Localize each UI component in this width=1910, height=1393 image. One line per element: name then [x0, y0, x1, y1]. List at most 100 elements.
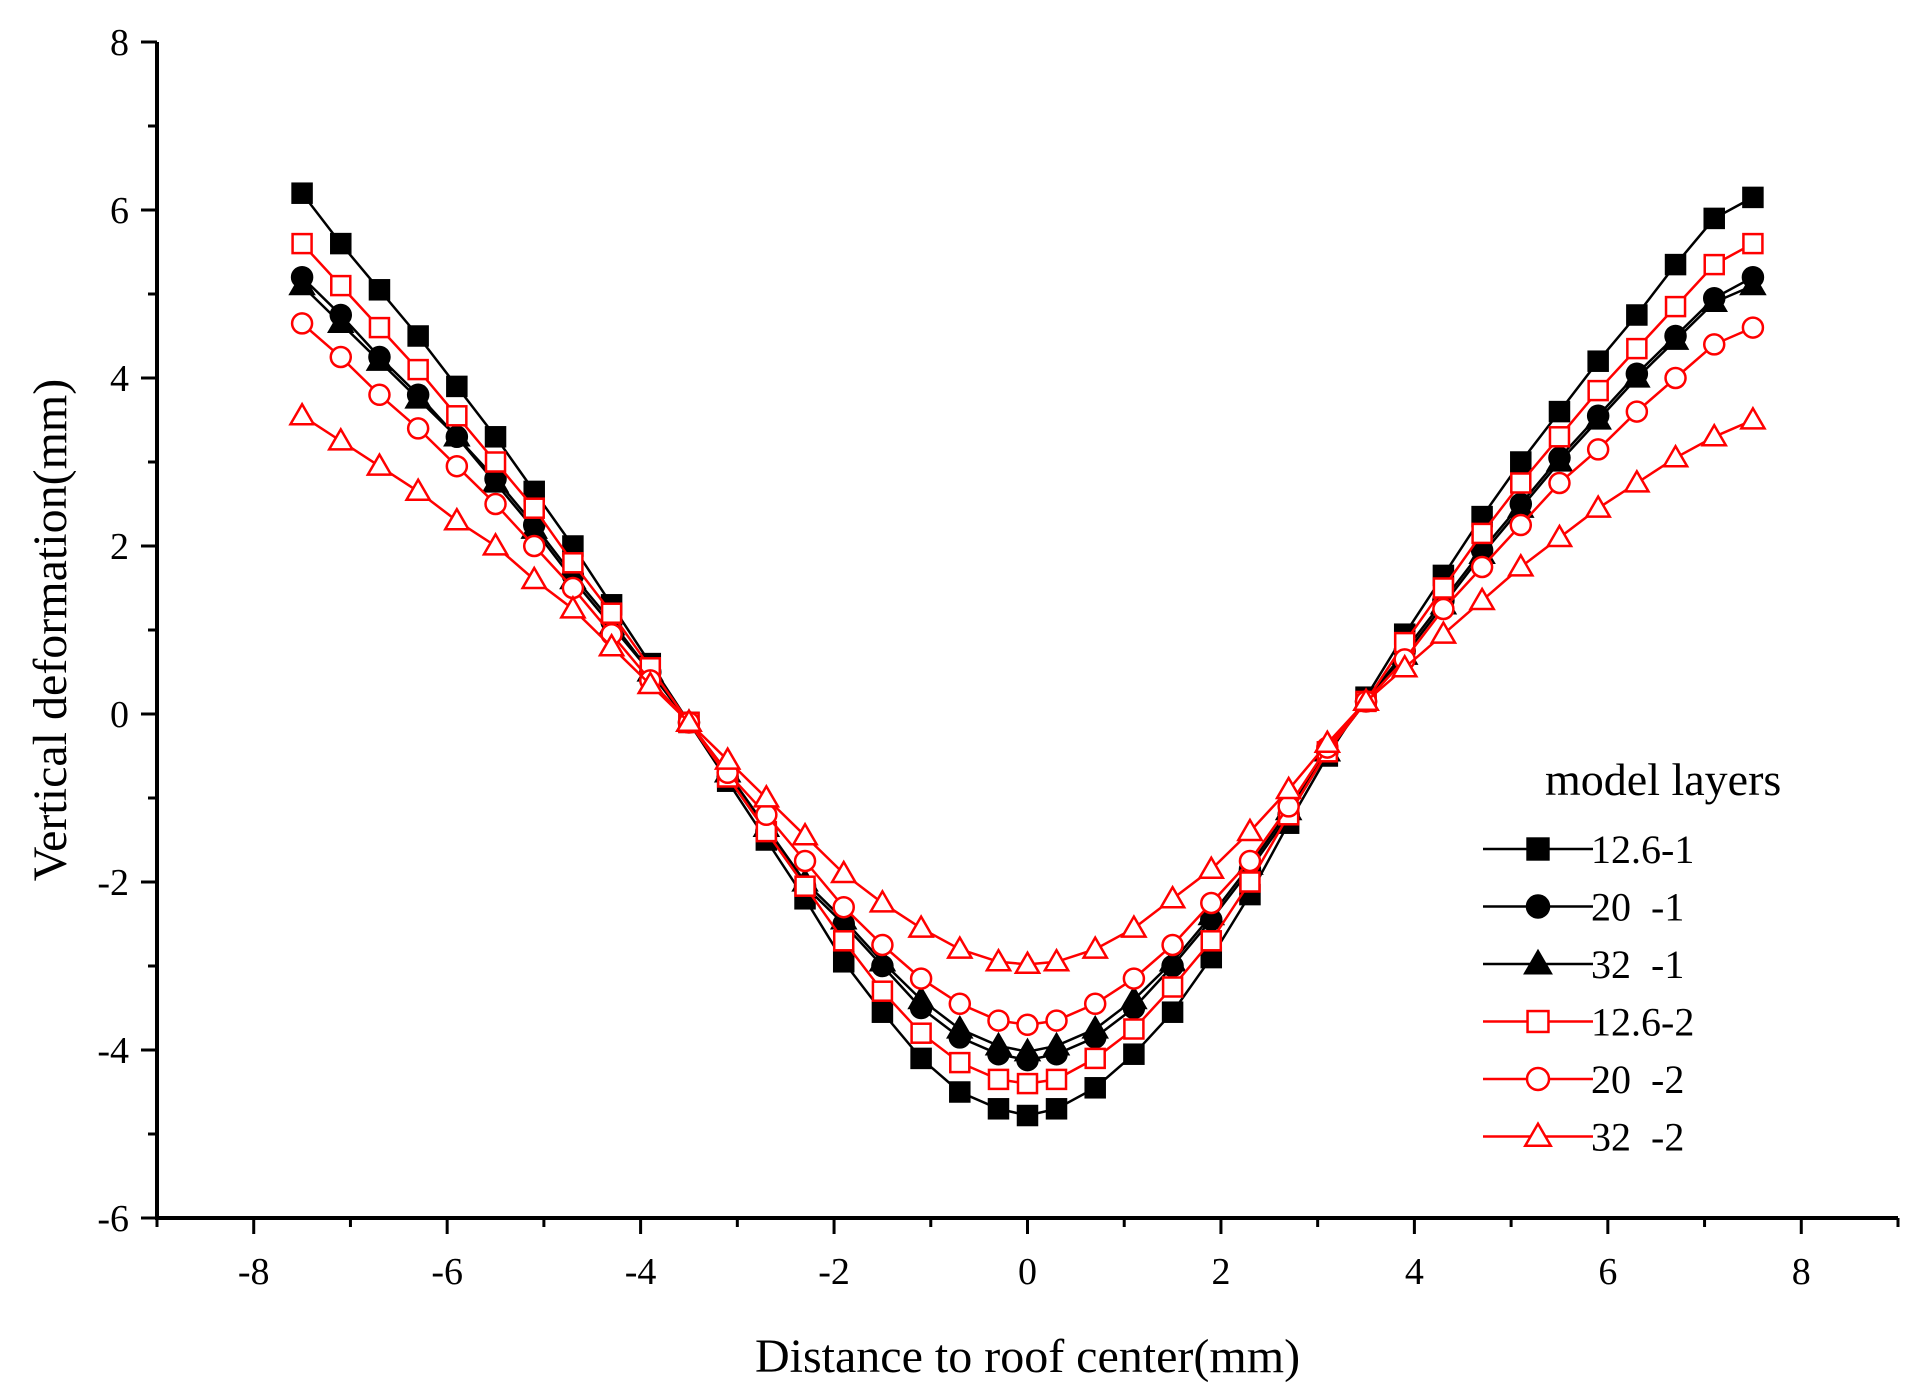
legend-label: 20 -2 — [1591, 1057, 1684, 1102]
y-tick-label: 8 — [110, 22, 129, 64]
data-point — [288, 271, 316, 296]
data-point — [1236, 817, 1264, 842]
series-line — [301, 192, 1754, 1117]
data-point — [1432, 597, 1455, 621]
data-point — [1352, 687, 1380, 712]
data-point — [1548, 400, 1571, 423]
data-point — [446, 405, 468, 427]
data-point — [522, 534, 546, 558]
x-tick-label: 2 — [1211, 1251, 1230, 1293]
data-point — [1700, 422, 1728, 447]
series-line — [301, 284, 1754, 1053]
data-point — [368, 383, 391, 407]
data-point — [406, 417, 430, 440]
data-point — [1277, 795, 1300, 818]
data-point — [910, 1047, 932, 1070]
data-point — [907, 914, 935, 938]
data-point — [330, 232, 352, 255]
data-point — [1742, 232, 1764, 255]
data-point — [559, 594, 587, 619]
x-tick-label: -2 — [818, 1251, 850, 1293]
data-point — [949, 1081, 971, 1103]
data-point — [871, 980, 894, 1002]
data-point — [329, 345, 353, 369]
data-point — [1161, 1001, 1184, 1023]
data-point — [1120, 985, 1148, 1010]
data-point — [1313, 729, 1342, 754]
data-point — [1664, 253, 1687, 276]
y-tick-label: 2 — [110, 526, 129, 568]
legend-label: 20 -1 — [1591, 885, 1684, 930]
data-point — [1661, 326, 1690, 350]
data-point — [1703, 253, 1725, 276]
legend-item: 32 -1 — [1483, 942, 1684, 987]
data-point — [793, 849, 817, 873]
series-1 — [291, 182, 1764, 1127]
data-point — [1200, 930, 1223, 952]
data-point — [949, 1051, 971, 1074]
data-point — [1122, 967, 1146, 990]
data-point — [1626, 304, 1648, 326]
series-4 — [291, 232, 1764, 1095]
axes: -8 -6 -4 -2 0 2 4 6 8 -6 -4 -2 0 2 4 6 8 — [97, 22, 1900, 1293]
data-point — [1742, 186, 1764, 209]
data-point — [1042, 947, 1071, 972]
y-axis-title: Vertical deformation(mm) — [24, 379, 77, 881]
data-point — [443, 506, 471, 531]
data-point — [1016, 1072, 1039, 1095]
data-point — [755, 803, 778, 827]
data-point — [481, 531, 510, 556]
x-tick-label: 4 — [1405, 1251, 1424, 1293]
data-point — [1739, 405, 1767, 430]
data-point — [481, 468, 510, 493]
x-tick-label: -6 — [431, 1251, 463, 1293]
data-point — [1042, 1031, 1071, 1056]
data-point — [1545, 523, 1574, 548]
x-axis-title: Distance to roof center(mm) — [755, 1330, 1300, 1383]
data-point — [1587, 379, 1609, 402]
data-point — [288, 401, 316, 426]
legend-label: 32 -1 — [1591, 942, 1684, 987]
data-point — [1702, 333, 1726, 356]
data-point — [1587, 350, 1609, 372]
data-point — [600, 602, 623, 624]
data-point — [946, 1014, 974, 1039]
data-point — [1239, 871, 1261, 893]
data-point — [368, 316, 391, 339]
data-point — [829, 859, 858, 884]
legend-item: 12.6-1 — [1483, 827, 1694, 872]
data-point — [484, 451, 507, 473]
data-point — [832, 951, 855, 973]
data-point — [984, 947, 1013, 972]
data-point — [1161, 933, 1184, 957]
data-point — [868, 947, 897, 972]
legend-item: 20 -2 — [1483, 1057, 1684, 1102]
data-point — [291, 232, 313, 255]
legend-marker — [1526, 1009, 1550, 1034]
data-point — [1197, 855, 1226, 880]
data-point — [404, 384, 432, 409]
data-point — [1045, 1098, 1068, 1120]
x-tick-label: -8 — [238, 1251, 270, 1293]
data-point — [1158, 947, 1187, 972]
data-point — [1548, 426, 1571, 448]
data-point — [791, 821, 819, 846]
data-point — [1081, 1014, 1109, 1039]
y-tick-label: 6 — [110, 190, 129, 232]
data-point — [484, 492, 507, 516]
data-point — [1584, 494, 1612, 518]
data-point — [1510, 451, 1532, 473]
data-point — [987, 1098, 1010, 1120]
data-point — [1120, 914, 1148, 938]
data-point — [368, 279, 391, 301]
data-point — [365, 347, 394, 371]
data-point — [1703, 207, 1725, 230]
data-point — [987, 1009, 1010, 1032]
data-point — [443, 422, 471, 447]
data-point — [562, 552, 584, 574]
data-point — [330, 274, 352, 297]
data-point — [1664, 366, 1687, 390]
data-point — [1081, 935, 1109, 959]
data-point — [1548, 471, 1571, 495]
y-tick-label: 0 — [110, 694, 129, 736]
